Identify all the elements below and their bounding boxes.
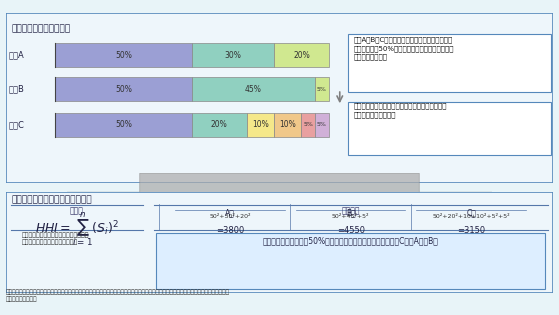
Text: 5%: 5% [304,122,313,127]
Bar [55,43,192,67]
Text: 50²+20²+10+10²+5²+5²: 50²+20²+10+10²+5²+5² [433,214,510,219]
Text: ハーフィンダール指数による評価: ハーフィンダール指数による評価 [11,195,92,204]
Bar [192,43,274,67]
Text: （事業セグメント売上高が、連結売上上
高に占める割合を二乗して合計）: （事業セグメント売上高が、連結売上上 高に占める割合を二乗して合計） [22,232,89,245]
Text: 本業売上比率による評価: 本業売上比率による評価 [11,25,70,33]
Text: =3800: =3800 [216,226,244,235]
FancyBboxPatch shape [6,192,553,293]
Bar [301,113,315,137]
FancyBboxPatch shape [156,233,545,289]
Text: 計算結果: 計算結果 [342,206,360,215]
FancyBboxPatch shape [348,102,551,155]
Text: =4550: =4550 [337,226,364,235]
Text: 企業A、B、Cはいずれも主要事業が全社売上高に
占める割合は50%だが、「多角化の度合い」は大
きく異なっている: 企業A、B、Cはいずれも主要事業が全社売上高に 占める割合は50%だが、「多角化… [353,37,454,60]
Text: 10%: 10% [280,120,296,129]
Text: 5%: 5% [317,122,327,127]
Text: 資料：デロイト・トーマツ・コンサルティング株式会社「グローバル企業の海外展開及びリスク管理手法にかかる調査・分析」（経済産業省委
託調査）から作成。: 資料：デロイト・トーマツ・コンサルティング株式会社「グローバル企業の海外展開及び… [6,290,230,302]
Text: 企業C: 企業C [8,120,24,129]
Bar [247,113,274,137]
FancyBboxPatch shape [6,13,553,183]
Text: 本業の割合は各社とも50%だが、他事業も含めた多角化度ではC社＞A社＞B社: 本業の割合は各社とも50%だが、他事業も含めた多角化度ではC社＞A社＞B社 [263,237,439,245]
Bar [55,113,192,137]
Text: 計算式: 計算式 [70,206,84,215]
Text: 45%: 45% [245,85,262,94]
Text: 50²+30²+20²: 50²+30²+20² [210,214,251,219]
Text: A社: A社 [225,208,235,217]
Bar [192,113,247,137]
Bar [315,113,329,137]
FancyBboxPatch shape [348,34,551,92]
Text: B社: B社 [346,208,356,217]
Text: C社: C社 [466,208,476,217]
Text: 20%: 20% [293,51,310,60]
Text: 5%: 5% [317,87,327,92]
Text: 50%: 50% [115,85,132,94]
Text: 企業B: 企業B [8,85,24,94]
Text: 企業A: 企業A [8,51,24,60]
Text: 20%: 20% [211,120,228,129]
Text: 単に本業の売上高比率だけでは、各社の多角化度
を正しく判断できない: 単に本業の売上高比率だけでは、各社の多角化度 を正しく判断できない [353,103,447,118]
Bar [315,77,329,101]
Polygon shape [67,173,492,205]
Text: $HHI=\sum_{i=1}^{n}(S_i)^2$: $HHI=\sum_{i=1}^{n}(S_i)^2$ [35,210,119,248]
Text: 30%: 30% [225,51,241,60]
Bar [274,113,301,137]
Bar [192,77,315,101]
Bar [274,43,329,67]
Text: 50²+45²+5²: 50²+45²+5² [332,214,369,219]
Bar [55,77,192,101]
Text: 10%: 10% [252,120,269,129]
Text: =3150: =3150 [457,226,485,235]
Text: 50%: 50% [115,120,132,129]
Text: 50%: 50% [115,51,132,60]
